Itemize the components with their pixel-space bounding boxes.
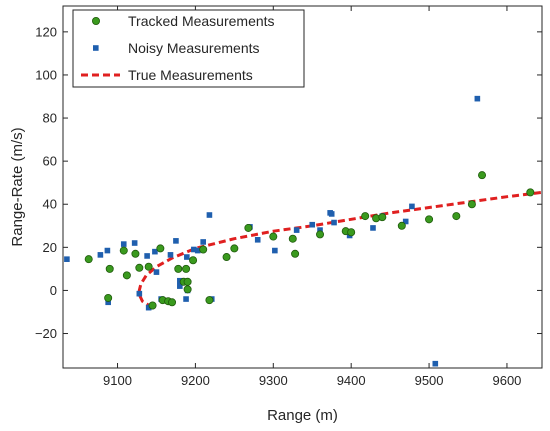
- legend-box: [72, 9, 305, 88]
- legend-item-true: True Measurements: [81, 67, 253, 83]
- tracked-point: [144, 262, 153, 271]
- tracked-point: [199, 245, 208, 254]
- noisy-point: [183, 296, 189, 302]
- noisy-point: [136, 290, 143, 297]
- noisy-point: [131, 240, 138, 246]
- tracked-point: [222, 253, 231, 262]
- tracked-point: [478, 171, 487, 180]
- legend-item-noisy: Noisy Measurements: [93, 40, 260, 56]
- x-tick-label: 9400: [337, 373, 366, 388]
- noisy-point: [191, 246, 197, 253]
- x-axis-label: Range (m): [267, 407, 338, 424]
- tracked-point: [183, 277, 192, 286]
- tracked-point: [131, 249, 140, 258]
- noisy-point: [64, 256, 70, 262]
- tracked-point: [189, 256, 198, 265]
- y-tick-label: 80: [43, 111, 57, 126]
- noisy-point: [177, 277, 183, 284]
- legend: Tracked Measurements Noisy Measurements …: [72, 9, 305, 88]
- tracked-point: [205, 296, 214, 305]
- tracked-point: [452, 212, 461, 221]
- x-tick-label: 9500: [415, 373, 444, 388]
- noisy-point: [120, 241, 127, 247]
- y-tick-label: 20: [43, 240, 57, 255]
- noisy-point: [194, 247, 201, 254]
- y-axis-ticks: −20 0 20 40 60 80 100 120: [35, 24, 542, 341]
- noisy-point: [184, 254, 190, 260]
- noisy-point: [104, 247, 111, 254]
- noisy-point: [293, 227, 300, 233]
- tracked-point: [168, 298, 177, 307]
- tracked-point: [148, 301, 157, 310]
- noisy-point: [370, 225, 376, 231]
- legend-noisy-label: Noisy Measurements: [128, 40, 260, 56]
- y-tick-label: 60: [43, 154, 57, 169]
- noisy-point: [173, 238, 179, 244]
- x-tick-label: 9100: [103, 373, 132, 388]
- x-tick-label: 9300: [259, 373, 288, 388]
- x-axis-ticks: 9100 9200 9300 9400 9500 9600: [103, 6, 521, 388]
- y-tick-label: 100: [35, 67, 57, 82]
- legend-tracked-label: Tracked Measurements: [128, 13, 275, 29]
- noisy-point: [206, 212, 213, 218]
- noisy-point: [328, 211, 335, 217]
- noisy-point: [317, 227, 323, 233]
- tracked-point: [269, 232, 278, 241]
- noisy-point: [153, 269, 160, 275]
- noisy-point: [272, 247, 278, 254]
- tracked-point: [84, 255, 93, 264]
- noisy-point: [331, 219, 337, 226]
- tracked-point: [378, 213, 387, 222]
- tracked-point: [104, 293, 113, 302]
- noisy-point: [474, 95, 481, 102]
- tracked-point: [156, 244, 165, 253]
- tracked-point: [526, 188, 535, 197]
- y-axis-label: Range-Rate (m/s): [9, 127, 26, 246]
- tracked-measurements-layer: [84, 171, 535, 310]
- legend-tracked-marker: [92, 16, 101, 25]
- x-tick-label: 9200: [181, 373, 210, 388]
- y-tick-label: 0: [50, 283, 57, 298]
- noisy-point: [97, 252, 104, 258]
- tracked-point: [425, 215, 434, 224]
- legend-item-tracked: Tracked Measurements: [92, 13, 275, 29]
- noisy-point: [177, 283, 183, 289]
- tracked-point: [105, 264, 114, 273]
- y-tick-label: 40: [43, 197, 57, 212]
- tracked-point: [288, 234, 297, 243]
- tracked-point: [244, 223, 253, 232]
- noisy-point: [167, 252, 174, 258]
- noisy-point: [402, 218, 409, 225]
- noisy-point: [144, 253, 150, 259]
- x-tick-label: 9600: [492, 373, 521, 388]
- plot-frame: [62, 5, 543, 369]
- noisy-point: [105, 299, 111, 306]
- tracked-point: [122, 271, 131, 280]
- legend-noisy-marker: [93, 45, 99, 51]
- noisy-point: [309, 221, 316, 228]
- y-tick-label: 120: [35, 24, 57, 39]
- y-tick-label: −20: [35, 326, 57, 341]
- tracked-point: [361, 212, 370, 221]
- legend-true-label: True Measurements: [128, 67, 253, 83]
- tracked-point: [182, 264, 191, 273]
- tracked-point: [467, 200, 476, 209]
- tracked-point: [291, 249, 300, 258]
- noisy-point: [254, 236, 261, 243]
- tracked-point: [316, 230, 325, 239]
- noisy-point: [432, 360, 439, 367]
- tracked-point: [119, 246, 128, 255]
- tracked-point: [135, 263, 144, 272]
- noisy-point: [200, 239, 206, 245]
- noisy-point: [152, 248, 158, 255]
- noisy-point: [409, 203, 415, 210]
- tracked-point: [174, 264, 183, 273]
- tracked-point: [347, 228, 356, 237]
- tracked-point: [183, 285, 192, 294]
- tracked-point: [230, 244, 239, 253]
- tracked-point: [397, 221, 406, 230]
